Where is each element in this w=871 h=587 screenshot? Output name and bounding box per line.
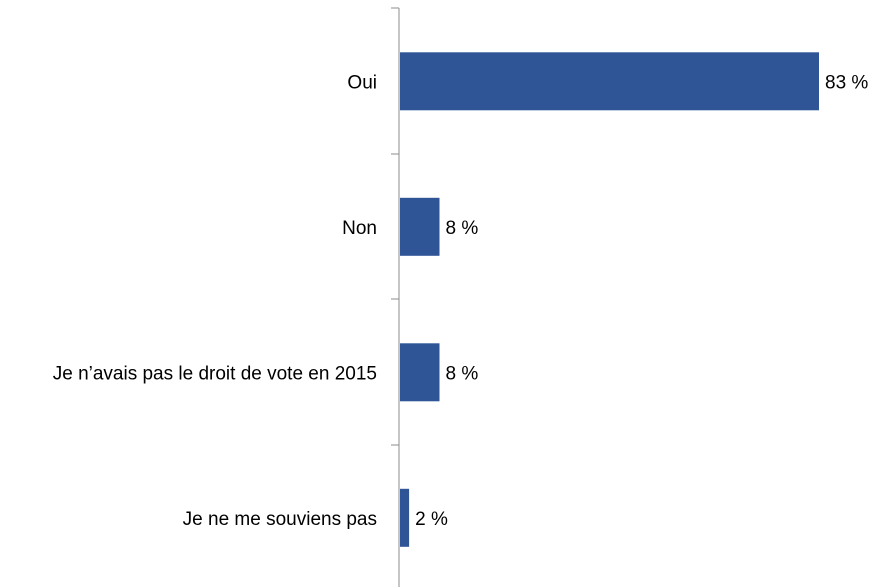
labels: Oui 83 % Non 8 % Je n’avais pas le droit de …	[53, 72, 869, 530]
category-label: Oui	[347, 72, 377, 93]
value-label: 8 %	[446, 363, 479, 384]
category-label: Je ne me souviens pas	[183, 509, 377, 530]
category-label: Je n’avais pas le droit de vote en 2015	[53, 363, 377, 384]
bar	[400, 197, 440, 256]
bar	[400, 343, 440, 402]
category-label: Non	[342, 218, 377, 239]
bar	[400, 488, 410, 547]
category-axis	[391, 7, 400, 587]
bar	[400, 52, 819, 111]
value-label: 8 %	[446, 218, 479, 239]
value-label: 83 %	[825, 72, 868, 93]
value-label: 2 %	[415, 509, 448, 530]
bars	[400, 52, 819, 547]
